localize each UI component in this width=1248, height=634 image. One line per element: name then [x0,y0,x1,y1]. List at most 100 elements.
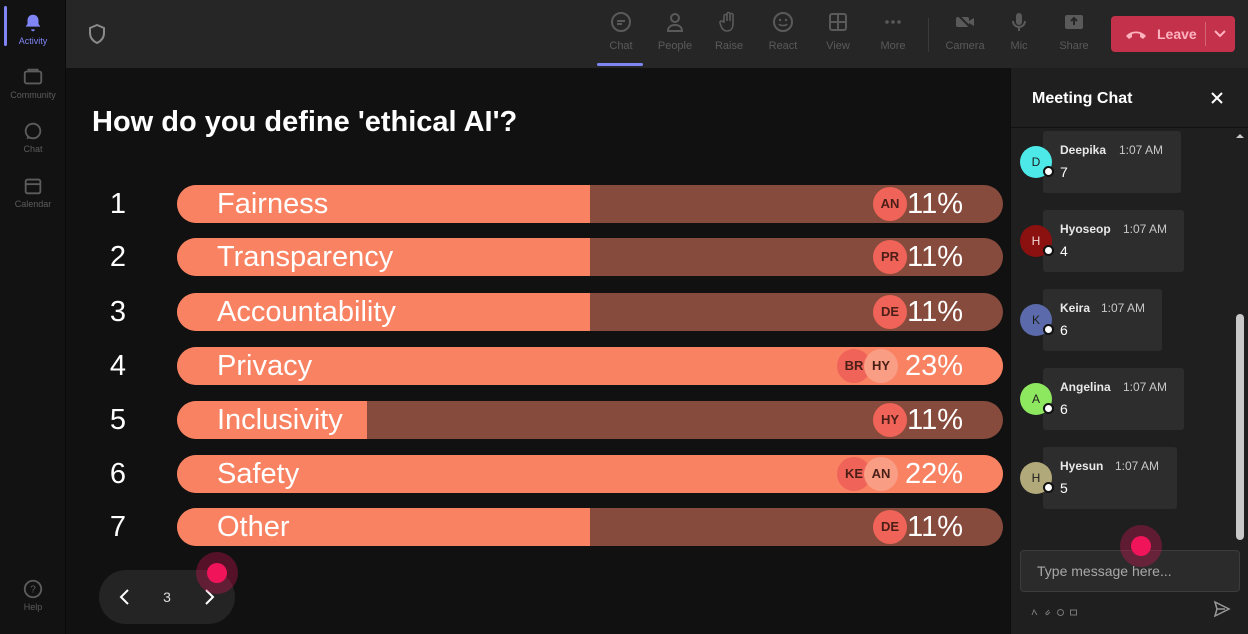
close-icon[interactable] [1209,90,1225,106]
gif-icon[interactable] [1070,603,1077,616]
send-icon[interactable] [1213,600,1231,618]
leave-divider [1205,22,1206,46]
message-author: Hyesun [1060,459,1104,473]
option-label: Privacy [217,350,313,382]
hang-up-icon [1126,31,1146,39]
camera-off-icon [955,12,975,32]
avatar[interactable]: D [1020,146,1054,178]
message-author: Hyoseop [1060,222,1111,236]
rail-item-community[interactable]: Community [0,66,66,100]
toolbar-raise-button[interactable]: Raise [705,10,753,62]
toolbar-camera-button[interactable]: Camera [941,10,989,62]
message-author: Keira [1060,301,1091,315]
poll-option-row: 5 Inclusivity 11% HY [66,401,1010,439]
avatar-initial: H [1031,471,1041,485]
rail-label: Community [10,90,56,100]
option-percentage: 11% [907,296,963,328]
option-bar: Other 11% DE [177,508,1003,546]
option-label: Transparency [217,241,394,273]
share-icon [1065,15,1083,29]
format-toolbar [1031,603,1077,616]
rail-item-calendar[interactable]: Calendar [0,175,66,209]
toolbar-mic-button[interactable]: Mic [995,10,1043,62]
leave-button[interactable]: Leave [1111,16,1235,52]
avatar[interactable]: A [1020,383,1054,415]
poll-option-row: 3 Accountability 11% DE [66,293,1010,331]
chat-messages: Deepika 1:07 AM 7 D Hyoseop 1:07 AM 4 H Keira 1:0… [1011,128,1233,544]
toolbar-view-button[interactable]: View [814,10,862,62]
option-percentage: 23% [904,350,963,382]
avatar-initial: H [1031,234,1041,248]
click-indicator [196,552,238,594]
help-icon: ? [23,579,43,599]
toolbar-chat-button[interactable]: Chat [597,10,645,66]
scrollbar-thumb[interactable] [1236,314,1244,540]
smiley-icon [773,12,793,32]
chevron-down-icon[interactable] [1213,28,1227,40]
message-text: 6 [1060,322,1068,338]
avatar[interactable]: H [1020,462,1054,494]
svg-text:?: ? [30,585,36,596]
grid-icon [829,13,847,31]
option-percentage: 11% [907,404,963,436]
option-bar-fill [177,185,590,223]
rail-label: Help [23,602,43,612]
meeting-chat-panel: Meeting Chat Deepika 1:07 AM 7 D Hyoseop 1:07… [1010,68,1248,634]
community-icon [23,68,43,85]
option-bar: Privacy 23% BR HY [177,347,1003,385]
message-input[interactable] [1020,550,1240,592]
rail-item-help[interactable]: ? Help [0,578,66,612]
attach-icon[interactable] [1044,603,1051,616]
option-percentage: 11% [907,511,963,543]
message-bubble: Hyesun 1:07 AM 5 [1043,447,1177,509]
toolbar-label: Mic [1010,40,1028,52]
shield-icon[interactable] [88,24,106,44]
avatar-initial: A [1031,392,1040,406]
emoji-icon[interactable] [1057,603,1064,616]
meeting-toolbar: Chat People Raise React View More Camera… [66,0,1248,68]
chat-scrollbar[interactable] [1233,128,1247,544]
scroll-up-icon[interactable] [1236,132,1244,140]
toolbar-label: Share [1059,40,1089,52]
poll-option-row: 7 Other 11% DE [66,508,1010,546]
message-time: 1:07 AM [1119,143,1164,157]
avatar[interactable]: K [1020,304,1054,336]
voter-avatar: AN [864,457,898,491]
message-bubble: Angelina 1:07 AM 6 [1043,368,1184,430]
calendar-icon [24,178,42,195]
people-icon [666,13,684,32]
more-icon [885,20,901,24]
toolbar-label: Camera [945,40,985,52]
avatar[interactable]: H [1020,225,1054,257]
rail-item-chat[interactable]: Chat [0,120,66,154]
message-author: Deepika [1060,143,1107,157]
toolbar-label: React [768,40,798,52]
presence-status [1043,324,1054,335]
rail-label: Chat [23,144,43,154]
toolbar-label: Chat [609,40,633,52]
toolbar-divider [928,18,929,52]
toolbar-label: Raise [714,40,744,52]
toolbar-share-button[interactable]: Share [1050,10,1098,62]
rail-item-activity[interactable]: Activity [0,6,66,46]
message-bubble: Keira 1:07 AM 6 [1043,289,1162,351]
message-text: 5 [1060,480,1068,496]
chevron-right-icon[interactable] [199,587,219,607]
option-bar: Accountability 11% DE [177,293,1003,331]
option-number: 2 [109,241,127,273]
poll-question: How do you define 'ethical AI'? [92,106,518,138]
option-number: 7 [109,511,127,543]
toolbar-react-button[interactable]: React [759,10,807,62]
rail-label: Activity [18,36,48,46]
app-rail: Activity Community Chat Calendar ? Help [0,0,66,634]
toolbar-people-button[interactable]: People [651,10,699,62]
presence-status [1043,403,1054,414]
message-time: 1:07 AM [1115,459,1160,473]
option-bar-fill [177,293,590,331]
chevron-left-icon[interactable] [115,587,135,607]
message-author: Angelina [1060,380,1111,394]
toolbar-more-button[interactable]: More [869,10,917,62]
scroll-down-icon[interactable] [1236,530,1244,538]
format-icon[interactable] [1031,603,1038,616]
poll-results: How do you define 'ethical AI'? 1 Fairnes… [66,68,1010,634]
